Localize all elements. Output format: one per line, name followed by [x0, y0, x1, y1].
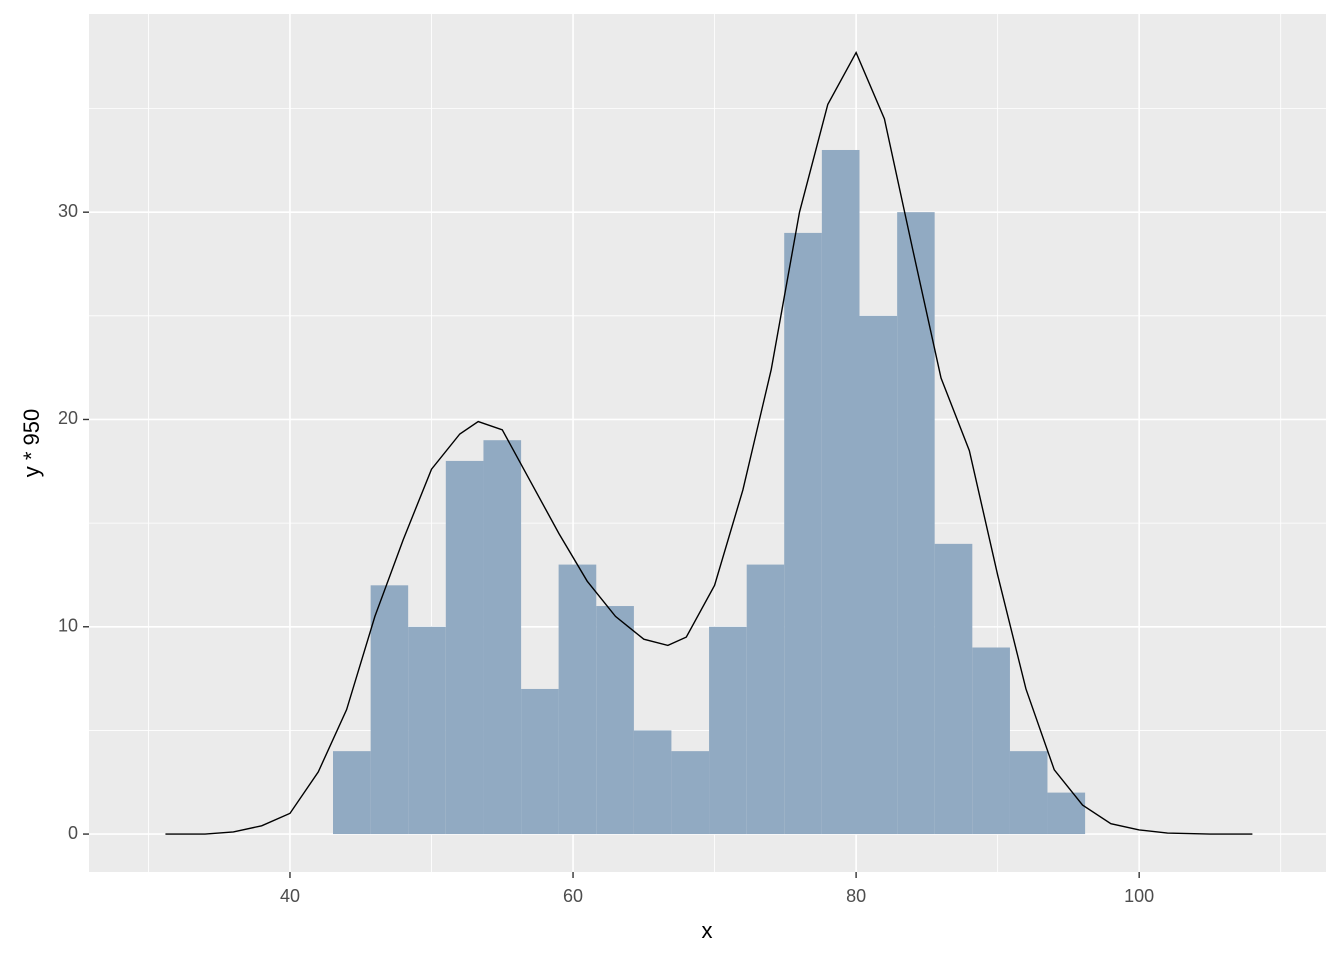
y-tick-label: 0: [68, 823, 78, 843]
bar: [821, 149, 860, 835]
bar: [445, 460, 484, 835]
density-line: [165, 50, 1253, 835]
bar: [1047, 792, 1086, 835]
bar: [633, 730, 672, 835]
bar: [859, 315, 898, 835]
x-tick-label: 100: [1124, 886, 1154, 906]
panel: [89, 14, 1326, 872]
bar: [746, 564, 785, 835]
axes: 40 60 80 100 0 10 20 30: [58, 201, 1154, 906]
bar: [408, 626, 446, 835]
bar: [483, 440, 522, 835]
x-tick-label: 60: [563, 886, 583, 906]
x-axis-title: x: [702, 918, 713, 943]
y-axis-title: y * 950: [19, 409, 44, 478]
y-tick-label: 20: [58, 408, 78, 428]
bar: [897, 212, 935, 835]
x-tick-label: 40: [280, 886, 300, 906]
marks: [165, 50, 1253, 835]
x-tick-label: 80: [846, 886, 866, 906]
bar: [521, 688, 559, 835]
bar: [370, 585, 409, 835]
bar: [596, 606, 634, 835]
bar: [934, 543, 973, 835]
bar: [333, 751, 371, 835]
y-tick-label: 30: [58, 201, 78, 221]
bar: [972, 647, 1010, 835]
bar: [671, 751, 710, 835]
bar: [784, 232, 822, 835]
bar: [709, 626, 747, 835]
bar: [558, 564, 597, 835]
bar: [1009, 751, 1048, 835]
y-tick-label: 10: [58, 616, 78, 636]
